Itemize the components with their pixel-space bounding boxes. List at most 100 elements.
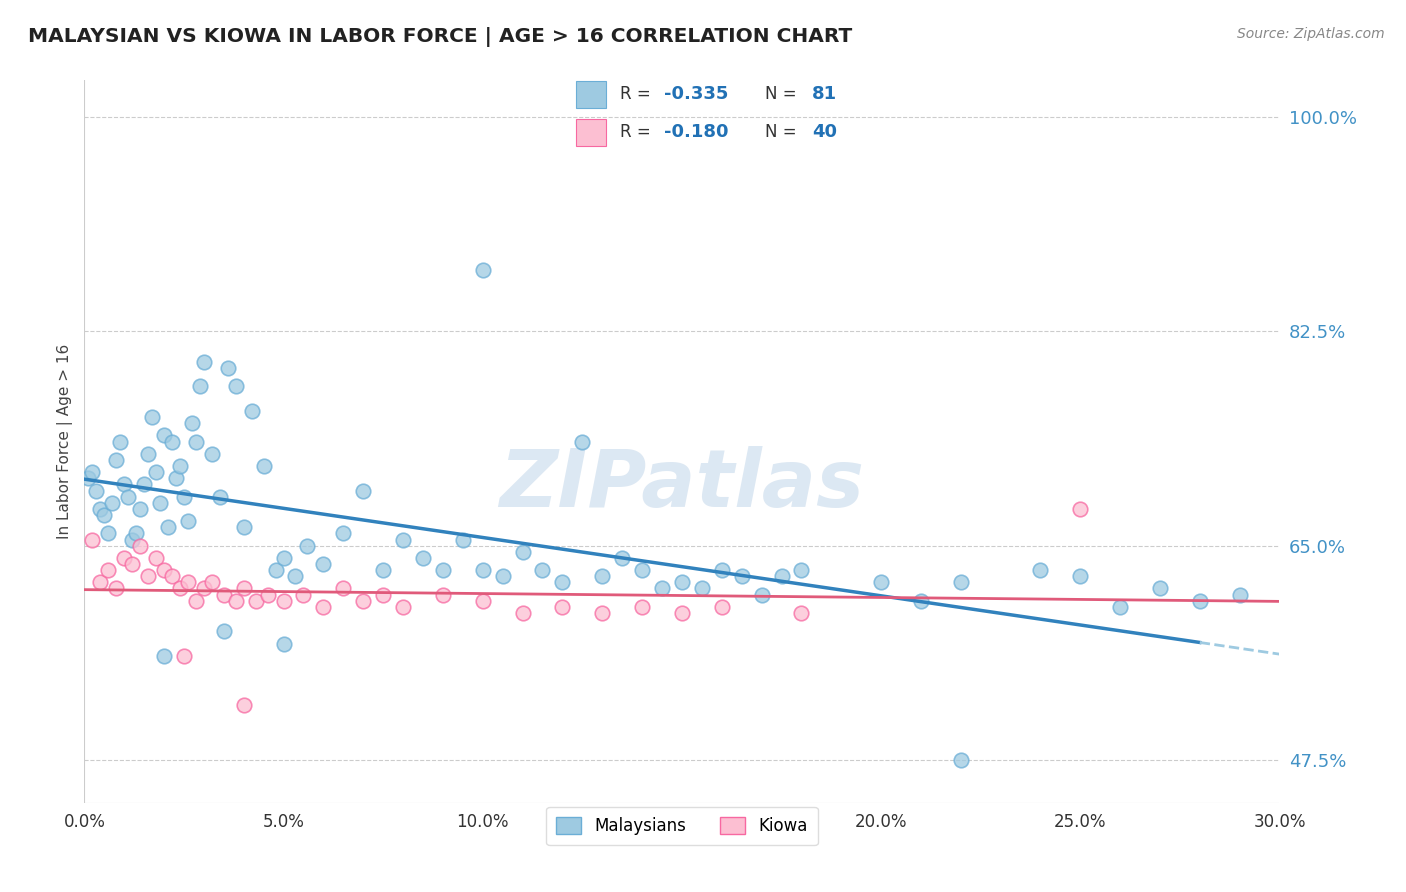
- Point: [89, 502, 111, 516]
- Point: [153, 648, 176, 663]
- Point: [97, 563, 120, 577]
- Point: [671, 606, 693, 620]
- FancyBboxPatch shape: [576, 80, 606, 108]
- Point: [264, 563, 287, 577]
- Point: [253, 458, 276, 473]
- Point: [631, 599, 654, 614]
- Point: [790, 563, 813, 577]
- Point: [651, 582, 673, 596]
- Text: 40: 40: [813, 123, 837, 141]
- Point: [225, 379, 247, 393]
- Point: [105, 582, 128, 596]
- Point: [169, 458, 191, 473]
- Point: [292, 588, 315, 602]
- Point: [612, 550, 634, 565]
- Point: [551, 575, 574, 590]
- Point: [110, 434, 132, 449]
- Point: [77, 471, 100, 485]
- Point: [870, 575, 893, 590]
- Point: [770, 569, 793, 583]
- Point: [184, 593, 207, 607]
- Point: [471, 563, 494, 577]
- Point: [352, 483, 374, 498]
- Point: [256, 588, 278, 602]
- Point: [412, 550, 434, 565]
- Point: [332, 582, 354, 596]
- Point: [82, 533, 104, 547]
- Point: [910, 593, 932, 607]
- Point: [117, 490, 139, 504]
- Point: [591, 606, 613, 620]
- Point: [731, 569, 754, 583]
- Point: [97, 526, 120, 541]
- Point: [160, 569, 183, 583]
- Point: [105, 453, 128, 467]
- Point: [751, 588, 773, 602]
- Point: [232, 698, 254, 712]
- Text: R =: R =: [620, 123, 655, 141]
- Point: [181, 416, 204, 430]
- Point: [153, 428, 176, 442]
- Point: [790, 606, 813, 620]
- Point: [512, 545, 534, 559]
- Point: [125, 526, 148, 541]
- Point: [571, 434, 593, 449]
- Point: [312, 599, 335, 614]
- Text: N =: N =: [765, 86, 801, 103]
- Point: [173, 490, 195, 504]
- Point: [129, 539, 152, 553]
- Point: [591, 569, 613, 583]
- Point: [177, 514, 200, 528]
- Text: R =: R =: [620, 86, 655, 103]
- Legend: Malaysians, Kiowa: Malaysians, Kiowa: [547, 807, 817, 845]
- Point: [217, 361, 239, 376]
- Point: [1149, 582, 1171, 596]
- Point: [160, 434, 183, 449]
- Point: [93, 508, 115, 522]
- Point: [690, 582, 713, 596]
- Point: [212, 588, 235, 602]
- Point: [373, 563, 395, 577]
- Point: [165, 471, 187, 485]
- Text: MALAYSIAN VS KIOWA IN LABOR FORCE | AGE > 16 CORRELATION CHART: MALAYSIAN VS KIOWA IN LABOR FORCE | AGE …: [28, 27, 852, 46]
- Point: [1229, 588, 1251, 602]
- Point: [631, 563, 654, 577]
- Text: -0.180: -0.180: [664, 123, 728, 141]
- Point: [240, 404, 263, 418]
- Point: [273, 637, 295, 651]
- Point: [1069, 502, 1091, 516]
- Point: [184, 434, 207, 449]
- Text: Source: ZipAtlas.com: Source: ZipAtlas.com: [1237, 27, 1385, 41]
- Point: [432, 563, 454, 577]
- Point: [273, 593, 295, 607]
- Point: [312, 557, 335, 571]
- Point: [273, 550, 295, 565]
- Point: [89, 575, 111, 590]
- Point: [671, 575, 693, 590]
- Point: [188, 379, 211, 393]
- Point: [432, 588, 454, 602]
- Point: [212, 624, 235, 639]
- Point: [284, 569, 307, 583]
- Point: [232, 520, 254, 534]
- Point: [145, 465, 167, 479]
- Point: [352, 593, 374, 607]
- Point: [551, 599, 574, 614]
- Point: [392, 599, 415, 614]
- Point: [949, 753, 972, 767]
- Point: [121, 557, 143, 571]
- Point: [790, 845, 813, 859]
- Point: [132, 477, 156, 491]
- Point: [157, 520, 180, 534]
- Point: [201, 575, 224, 590]
- Point: [1029, 563, 1052, 577]
- Point: [471, 263, 494, 277]
- Point: [86, 483, 108, 498]
- Point: [82, 465, 104, 479]
- Point: [177, 575, 200, 590]
- Point: [129, 502, 152, 516]
- Point: [173, 648, 195, 663]
- Point: [136, 447, 159, 461]
- Point: [193, 355, 215, 369]
- Point: [101, 496, 124, 510]
